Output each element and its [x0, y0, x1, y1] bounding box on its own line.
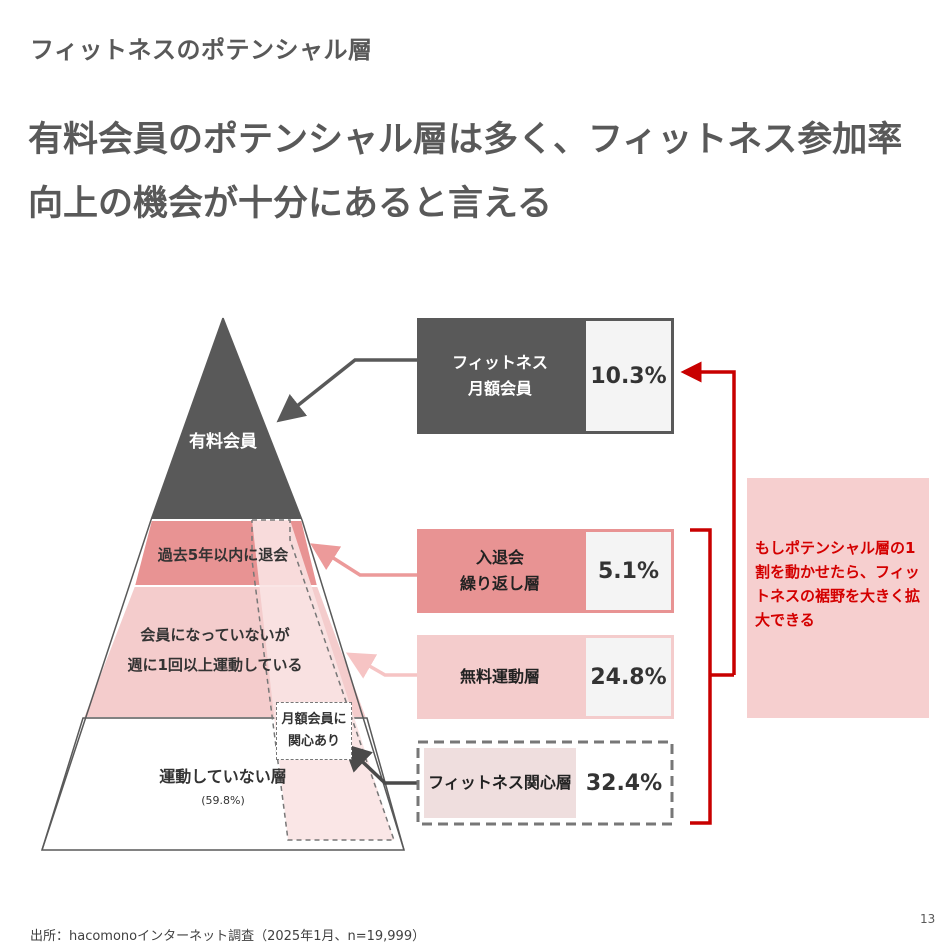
interest-label-line2: 関心あり — [287, 734, 340, 749]
segment-label-line1: フィットネス — [452, 353, 548, 372]
arrow-paid — [276, 358, 417, 423]
tier-label-past-quit: 過去5年以内に退会 — [157, 545, 289, 564]
segment-label: フィットネス 月額会員 — [417, 318, 583, 434]
segment-paid-members: フィットネス 月額会員 10.3% — [417, 318, 674, 434]
tier-label-active-line2: 週に1回以上運動している — [127, 655, 303, 674]
tier-label-inactive-pct: (59.8%) — [201, 793, 245, 807]
tier-paid-members — [151, 318, 302, 520]
interest-label-box: 月額会員に 関心あり — [276, 702, 352, 760]
arrow-past-quit — [310, 543, 417, 577]
red-arrow — [680, 361, 736, 675]
segment-label: フィットネス関心層 — [424, 748, 576, 818]
segment-label: 入退会 繰り返し層 — [417, 529, 583, 613]
segment-free-exercise: 無料運動層 24.8% — [417, 635, 674, 719]
red-bracket — [690, 528, 712, 825]
segment-interest: フィットネス関心層 32.4% — [420, 744, 670, 822]
section-title: フィットネスのポテンシャル層 — [30, 36, 373, 64]
segment-label: 無料運動層 — [417, 635, 583, 719]
segment-label-line1: 入退会 — [475, 548, 524, 567]
headline: 有料会員のポテンシャル層は多く、フィットネス参加率向上の機会が十分にあると言える — [28, 120, 903, 224]
segment-past-quit: 入退会 繰り返し層 5.1% — [417, 529, 674, 613]
tier-label-paid-members: 有料会員 — [189, 431, 257, 452]
tier-label-inactive: 運動していない層 — [159, 767, 287, 786]
segment-value: 5.1% — [583, 529, 674, 613]
arrow-free-exercise — [345, 652, 417, 679]
interest-label-line1: 月額会員に — [281, 712, 347, 727]
segment-label-line2: 繰り返し層 — [459, 574, 540, 593]
arrow-interest — [342, 743, 417, 785]
source-note: 出所：hacomonoインターネット調査（2025年1月、n=19,999） — [30, 929, 426, 944]
segment-value: 10.3% — [583, 318, 674, 434]
segment-value: 24.8% — [583, 635, 674, 719]
callout-box: もしポテンシャル層の1割を動かせたら、フィットネスの裾野を大きく拡大できる — [747, 478, 929, 718]
tier-label-active-line1: 会員になっていないが — [140, 625, 290, 644]
segment-label-line2: 月額会員 — [467, 379, 532, 398]
segment-value: 32.4% — [582, 748, 666, 818]
page-number: 13 — [920, 912, 936, 926]
